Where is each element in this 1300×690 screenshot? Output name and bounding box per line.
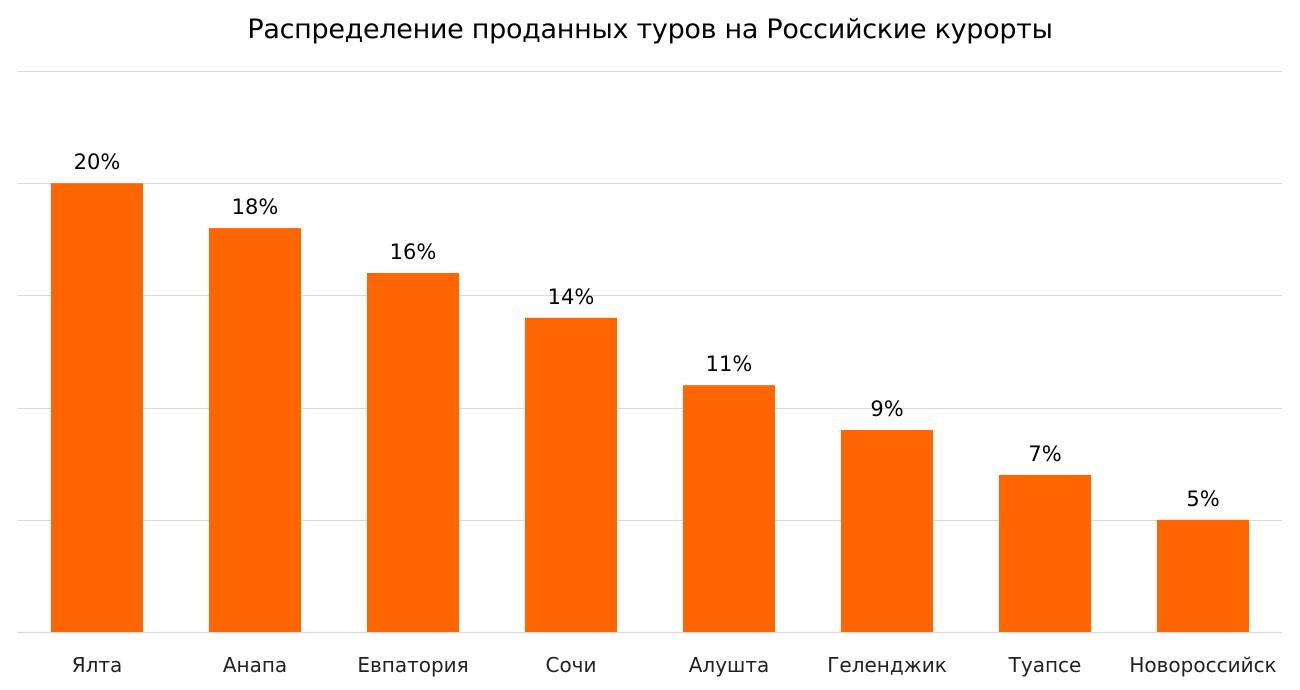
data-label: 20%	[74, 150, 121, 174]
data-label: 16%	[390, 240, 437, 264]
data-labels: 20% 18% 16% 14% 11% 9% 7% 5%	[74, 150, 1220, 511]
data-label: 11%	[706, 352, 753, 376]
x-tick-label: Евпатория	[357, 653, 468, 677]
data-label: 9%	[870, 397, 903, 421]
data-label: 18%	[232, 195, 279, 219]
data-label: 5%	[1186, 487, 1219, 511]
bar	[1157, 519, 1249, 632]
bar	[683, 385, 775, 632]
x-tick-label: Ялта	[72, 653, 123, 677]
bar	[841, 430, 933, 632]
x-tick-label: Туапсе	[1008, 653, 1082, 677]
bar	[209, 228, 301, 632]
chart-title: Распределение проданных туров на Российс…	[247, 14, 1053, 45]
x-tick-label: Алушта	[689, 653, 770, 677]
data-label: 7%	[1028, 442, 1061, 466]
bar	[525, 317, 617, 632]
gridlines	[18, 71, 1282, 634]
x-tick-label: Анапа	[223, 653, 287, 677]
data-label: 14%	[548, 285, 595, 309]
bar	[51, 183, 143, 632]
x-tick-label: Новороссийск	[1129, 653, 1276, 677]
bars	[51, 183, 1249, 632]
bar	[367, 273, 459, 632]
bar	[999, 474, 1091, 632]
x-axis-tick-labels: Ялта Анапа Евпатория Сочи Алушта Геленджик Туа…	[72, 653, 1277, 677]
x-tick-label: Геленджик	[827, 653, 947, 677]
x-tick-label: Сочи	[545, 653, 596, 677]
